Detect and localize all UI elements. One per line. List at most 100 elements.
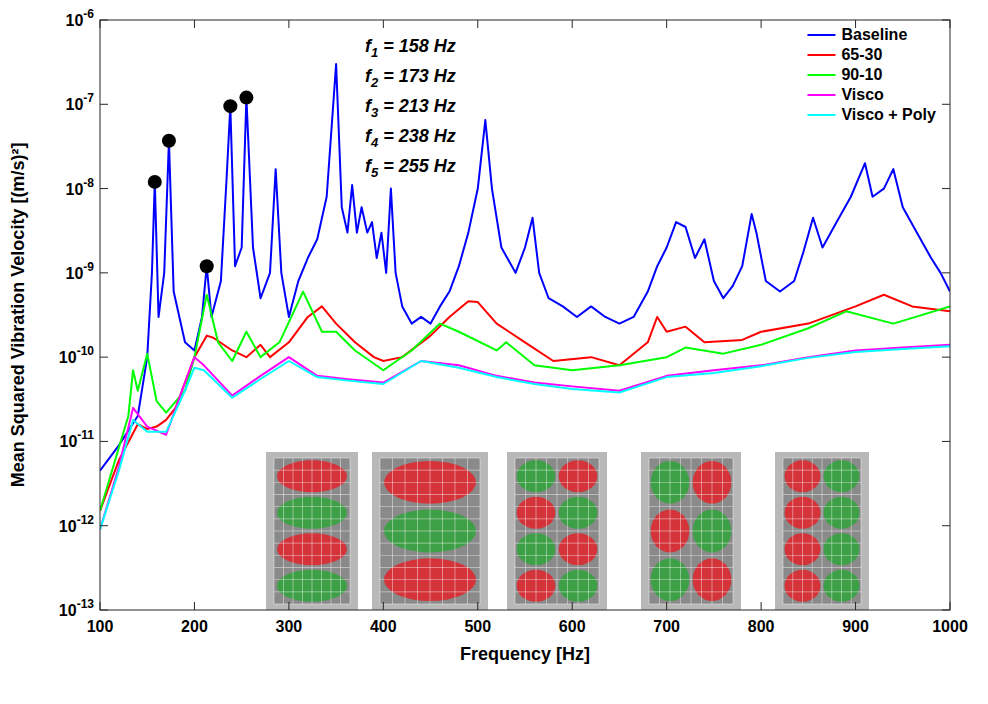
x-tick	[383, 602, 384, 610]
mesh-line	[380, 604, 480, 605]
mesh-line	[649, 518, 733, 519]
x-tick	[288, 602, 289, 610]
tick-exponent: -8	[83, 176, 94, 190]
mesh-line	[515, 531, 599, 532]
x-tick-label: 100	[87, 618, 114, 635]
annotation-text: = 173 Hz	[378, 66, 456, 86]
tick-exponent: -6	[83, 7, 94, 21]
mesh-line	[515, 555, 599, 556]
mesh-line	[380, 494, 480, 495]
y-tick	[100, 525, 108, 526]
tick-exponent: -7	[83, 91, 94, 105]
mesh-line	[783, 579, 861, 580]
mesh-line	[274, 555, 350, 556]
mesh-line	[515, 567, 599, 568]
mesh-line	[649, 579, 733, 580]
panel	[515, 458, 599, 604]
x-tick-label: 700	[653, 618, 680, 635]
y-tick-label: 10-7	[66, 91, 95, 113]
y-tick	[942, 272, 950, 273]
y-tick	[942, 441, 950, 442]
x-tick	[194, 20, 195, 28]
mesh-line	[380, 591, 480, 592]
y-tick-label: 10-10	[59, 344, 94, 366]
mesh-line	[649, 482, 733, 483]
annotation-text: = 255 Hz	[378, 156, 456, 176]
mesh-line	[274, 579, 350, 580]
plot-area	[100, 64, 950, 530]
y-tick-label: 10-13	[59, 597, 94, 619]
mesh-line	[274, 506, 350, 507]
tick-exponent: -11	[77, 428, 94, 442]
mesh-line	[274, 458, 350, 459]
mesh-line	[783, 591, 861, 592]
x-tick	[761, 20, 762, 28]
mesh-line	[649, 604, 733, 605]
annotation: f3 = 213 Hz	[365, 96, 456, 120]
x-tick	[572, 20, 573, 28]
mode-shape-3	[507, 452, 607, 610]
panel	[274, 458, 350, 604]
mesh-line	[515, 470, 599, 471]
y-tick	[942, 104, 950, 105]
tick-exponent: -10	[77, 344, 95, 358]
legend: Baseline65-3090-10ViscoVisco + Poly	[807, 26, 936, 123]
mesh-line	[380, 470, 480, 471]
x-tick-label: 200	[181, 618, 208, 635]
mesh-line	[649, 531, 733, 532]
legend-swatch	[807, 54, 835, 56]
x-tick	[477, 602, 478, 610]
series-line	[100, 295, 950, 511]
mesh-line	[783, 531, 861, 532]
mesh-line	[274, 482, 350, 483]
mesh-line	[783, 567, 861, 568]
mesh-line	[515, 591, 599, 592]
mesh-line	[783, 506, 861, 507]
tick-base: 10	[59, 349, 77, 366]
legend-swatch	[807, 114, 835, 116]
annotation-subscript: 1	[371, 45, 378, 60]
y-tick	[942, 525, 950, 526]
mesh-line	[515, 518, 599, 519]
mesh-line	[515, 482, 599, 483]
peak-marker	[148, 175, 162, 189]
y-tick-label: 10-9	[66, 260, 95, 282]
mesh-line	[380, 506, 480, 507]
x-tick-label: 500	[464, 618, 491, 635]
mode-shape-4	[641, 452, 741, 610]
image-frame	[775, 452, 869, 610]
mode-shape-2	[372, 452, 488, 610]
x-tick	[383, 20, 384, 28]
y-tick	[100, 441, 108, 442]
annotation-text: = 158 Hz	[378, 36, 456, 56]
tick-base: 10	[60, 433, 78, 450]
mesh-line	[515, 494, 599, 495]
mesh-line	[274, 470, 350, 471]
mesh-line	[649, 458, 733, 459]
x-tick-label: 800	[748, 618, 775, 635]
chart: 100200300400500600700800900100010-1310-1…	[0, 0, 988, 704]
tick-base: 10	[59, 602, 77, 619]
mesh-line	[783, 518, 861, 519]
legend-label: Baseline	[841, 26, 907, 43]
y-axis-title: Mean Squared Vibration Velocity [(m/s)²]	[8, 143, 28, 488]
mesh-line	[649, 567, 733, 568]
y-tick	[100, 20, 108, 21]
annotation-text: = 213 Hz	[378, 96, 456, 116]
peak-marker	[223, 99, 237, 113]
mesh-line	[274, 604, 350, 605]
mesh-line	[515, 579, 599, 580]
x-tick	[666, 20, 667, 28]
x-tick	[666, 602, 667, 610]
mesh-line	[649, 494, 733, 495]
panel	[649, 458, 733, 604]
mesh-line	[649, 555, 733, 556]
image-frame	[641, 452, 741, 610]
mesh-line	[515, 506, 599, 507]
mesh-line	[515, 458, 599, 459]
x-tick-label: 600	[559, 618, 586, 635]
series-line	[100, 346, 950, 529]
x-tick	[100, 20, 101, 28]
tick-exponent: -13	[77, 597, 95, 611]
mesh-line	[380, 531, 480, 532]
